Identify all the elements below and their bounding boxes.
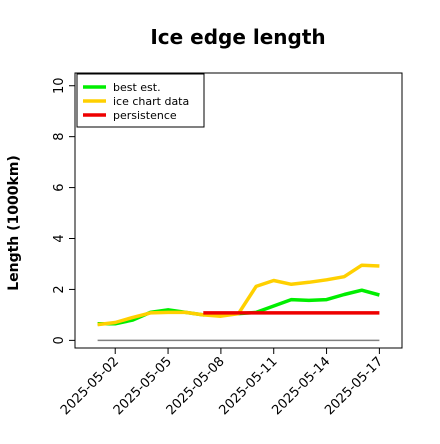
y-tick-label: 10 [52, 77, 67, 94]
y-tick-label: 0 [52, 336, 67, 344]
y-tick-label: 8 [52, 133, 67, 141]
y-tick-label-group: 10 [52, 77, 67, 94]
y-tick-label: 4 [52, 234, 67, 242]
y-tick-label-group: 0 [52, 336, 67, 344]
y-tick-label: 2 [52, 285, 67, 293]
y-tick-label-group: 2 [52, 285, 67, 293]
plot-area-frame [74, 72, 403, 349]
y-tick-label-group: 4 [52, 234, 67, 242]
series-layer [97, 263, 380, 342]
chart-title: Ice edge length [150, 25, 325, 49]
y-tick-label-group: 8 [52, 133, 67, 141]
legend-label: best est. [113, 81, 161, 94]
y-tick-label-group: 6 [52, 183, 67, 191]
y-tick-label: 6 [52, 183, 67, 191]
y-axis-title-group: Length (1000km) [6, 155, 22, 291]
legend-label: ice chart data [113, 95, 189, 108]
legend-label: persistence [113, 109, 177, 122]
y-axis-title: Length (1000km) [6, 155, 22, 291]
